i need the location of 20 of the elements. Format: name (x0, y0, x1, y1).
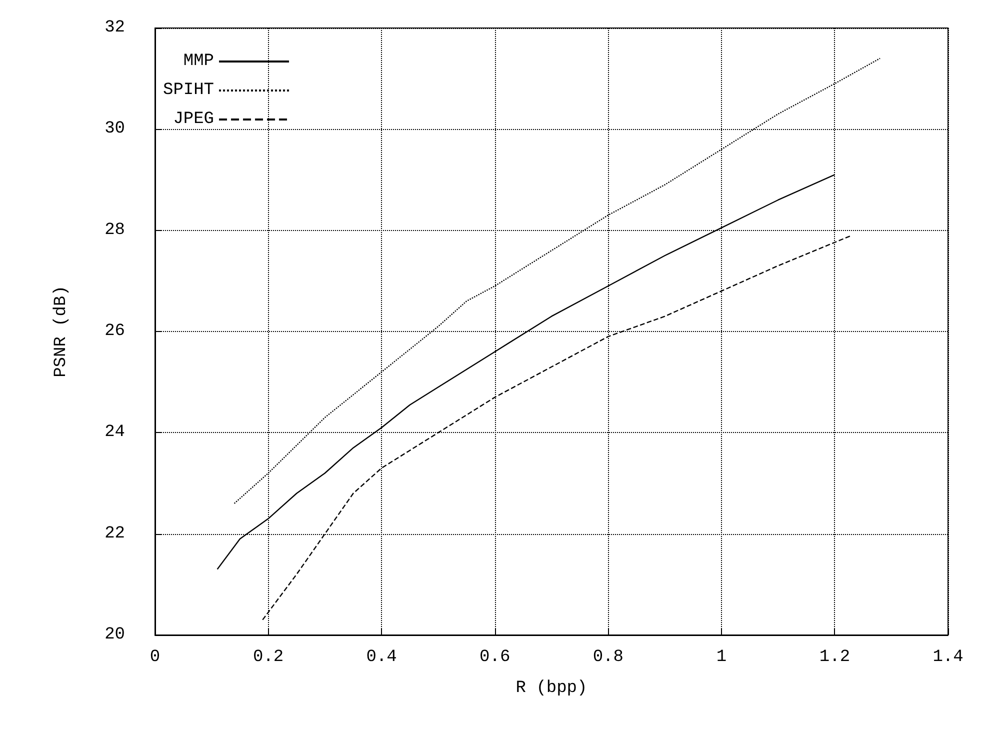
x-tick-label: 0.8 (592, 648, 624, 667)
y-tick-label: 28 (104, 220, 125, 240)
x-axis-title: R (bpp) (516, 679, 588, 698)
y-tick-label: 30 (104, 120, 125, 139)
legend-label: JPEG (173, 110, 214, 129)
legend-label: SPIHT (162, 81, 214, 100)
x-tick-label: 0.6 (480, 648, 510, 667)
x-tick-label: 1.2 (819, 648, 850, 667)
x-tick-label: 0 (150, 648, 160, 667)
y-tick-label: 22 (104, 524, 125, 544)
y-axis-title: PSNR (dB) (52, 286, 71, 378)
y-tick-label: 32 (104, 18, 125, 38)
y-tick-label: 26 (104, 322, 125, 341)
x-tick-label: 1 (716, 648, 727, 667)
x-tick-label: 0.2 (252, 648, 284, 667)
y-tick-label: 24 (104, 423, 125, 442)
x-tick-label: 1.4 (932, 648, 964, 667)
x-tick-label: 0.4 (366, 648, 397, 667)
legend-label: MMP (183, 52, 214, 71)
y-tick-label: 20 (104, 626, 125, 644)
